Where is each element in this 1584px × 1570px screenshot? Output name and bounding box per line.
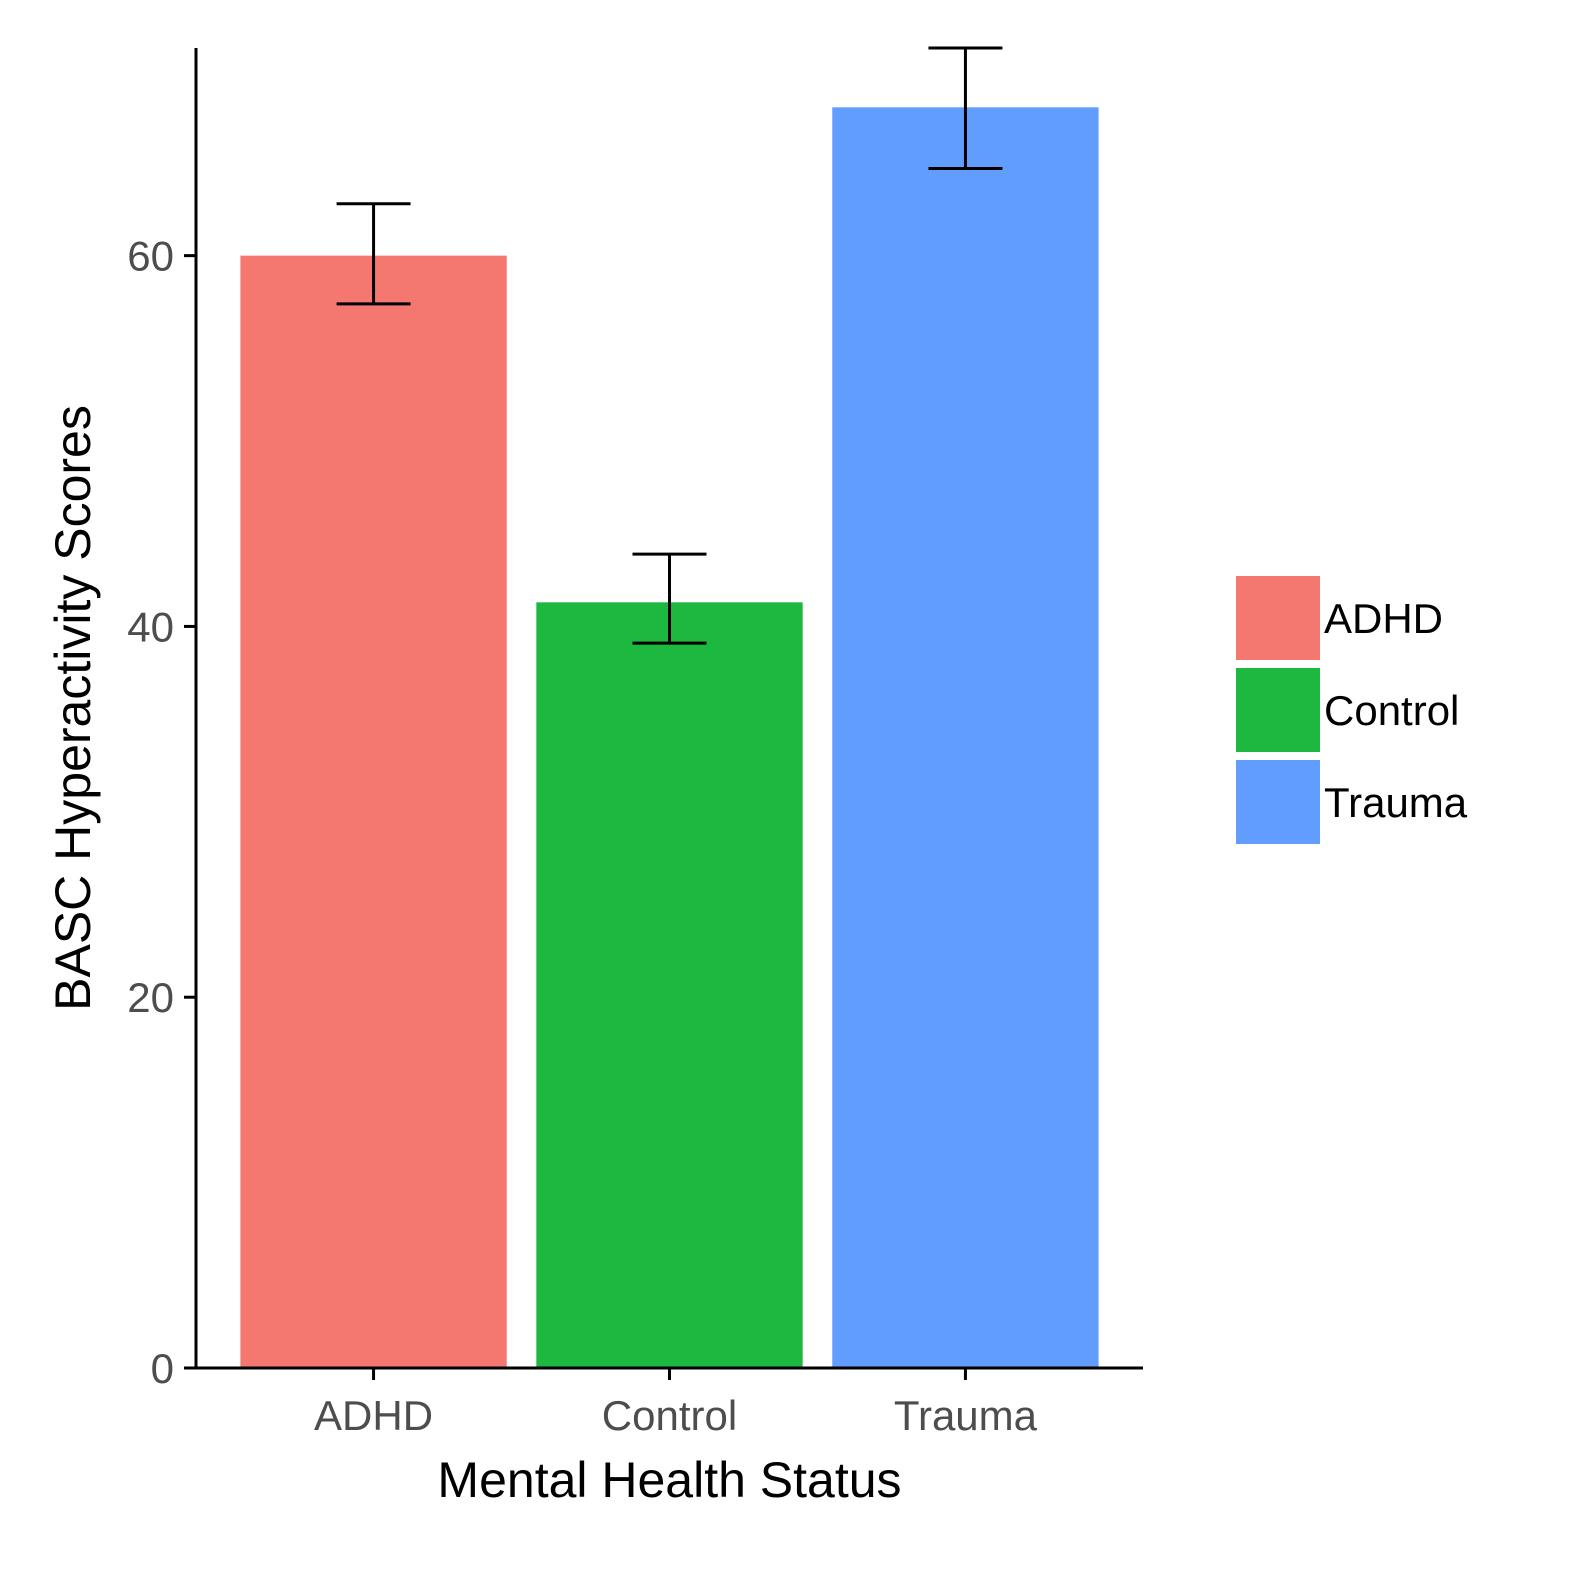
legend-item-adhd: ADHD bbox=[1236, 576, 1443, 660]
y-ticks-layer: 0 20 40 60 bbox=[127, 233, 196, 1392]
y-tick-label-20: 20 bbox=[127, 974, 174, 1021]
error-bars-layer bbox=[336, 46, 1003, 645]
bar-adhd bbox=[240, 255, 507, 1369]
legend-label-control: Control bbox=[1324, 687, 1459, 734]
legend: ADHD Control Trauma bbox=[1236, 576, 1468, 844]
legend-item-control: Control bbox=[1236, 668, 1459, 752]
x-tick-label-control: Control bbox=[602, 1392, 737, 1439]
legend-swatch-trauma bbox=[1236, 760, 1320, 844]
bar-control bbox=[536, 602, 803, 1368]
legend-label-trauma: Trauma bbox=[1324, 779, 1468, 826]
x-tick-label-adhd: ADHD bbox=[314, 1392, 433, 1439]
x-axis-title: Mental Health Status bbox=[437, 1452, 901, 1508]
bar-trauma bbox=[832, 107, 1099, 1369]
error-bar-control bbox=[632, 552, 707, 645]
y-tick-label-60: 60 bbox=[127, 233, 174, 280]
legend-swatch-adhd bbox=[1236, 576, 1320, 660]
legend-item-trauma: Trauma bbox=[1236, 760, 1468, 844]
y-axis-title: BASC Hyperactivity Scores bbox=[45, 405, 101, 1011]
error-bar-trauma bbox=[928, 46, 1003, 171]
y-tick-label-40: 40 bbox=[127, 603, 174, 650]
x-ticks-layer: ADHD Control Trauma bbox=[314, 1368, 1038, 1439]
legend-label-adhd: ADHD bbox=[1324, 595, 1443, 642]
bars-layer bbox=[240, 107, 1099, 1369]
y-tick-label-0: 0 bbox=[151, 1345, 174, 1392]
x-tick-label-trauma: Trauma bbox=[894, 1392, 1038, 1439]
legend-swatch-control bbox=[1236, 668, 1320, 752]
error-bar-adhd bbox=[336, 202, 411, 306]
